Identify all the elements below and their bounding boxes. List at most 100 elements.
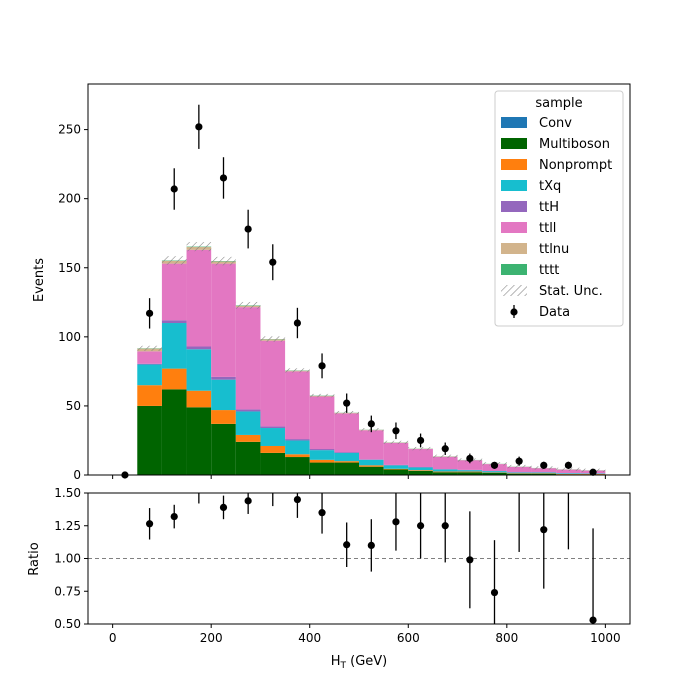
bar-txq [285,440,310,455]
legend-swatch-nonprompt [501,159,527,170]
legend-swatch-multiboson [501,138,527,149]
data-point [244,225,252,233]
bar-nonprompt [235,434,261,442]
legend-swatch-ttll [501,222,527,233]
data-point [219,174,228,182]
ratio-y-tick-label: 1.25 [54,519,81,533]
ratio-points [145,493,597,624]
bar-tth [235,409,261,412]
bar-ttll [457,460,483,470]
bar-ttll [383,442,409,465]
stat-unc-band [161,256,187,265]
legend: sample Conv Multiboson Nonprompt tXq ttH ttll… [494,90,624,327]
bar-tth [334,452,359,453]
bar-multiboson [309,462,335,475]
bar-txq [482,471,507,473]
bar-multiboson [260,452,286,475]
ratio-point [318,509,326,517]
stat-unc-band [260,336,286,342]
bar-txq [309,450,335,460]
data-point [515,457,523,465]
legend-swatch-tttt [501,264,527,275]
bar-nonprompt [186,390,212,408]
data-point [589,468,597,476]
ratio-plot-frame [87,492,631,625]
legend-swatch-tth [501,201,527,212]
bar-txq [408,467,433,471]
bar-tth [137,363,162,365]
stat-unc-band [285,368,310,373]
bar-multiboson [408,470,433,475]
bar-multiboson [457,472,483,475]
data-point [564,461,573,469]
ratio-point [490,588,499,597]
bar-txq [531,472,557,474]
bar-txq [161,323,187,369]
bar-ttll [408,449,433,467]
bar-ttll [359,430,384,460]
bar-multiboson [482,472,507,475]
legend-label: tttt [539,263,559,278]
bar-txq [556,473,581,474]
bar-multiboson [531,473,557,475]
bar-ttll [137,351,162,364]
bar-ttll [260,340,286,427]
stat-unc-band [408,446,433,451]
stat-unc-band [235,301,261,309]
ratio-y-tick-label: 1.00 [54,552,81,566]
bar-txq [137,364,162,386]
data-point [466,454,474,463]
bar-nonprompt [211,410,236,424]
stat-unc-band [186,242,212,252]
main-x-ticks [112,475,606,479]
data-point [318,362,326,370]
bar-nonprompt [408,470,433,471]
bar-nonprompt [309,459,335,463]
stat-unc-band [137,345,162,351]
ratio-point [145,520,154,528]
data-point [490,461,499,469]
ratio-point [244,497,252,505]
bar-ttll [506,466,532,473]
legend-label: Multiboson [539,137,610,152]
x-tick-label: 600 [397,631,420,645]
ratio-point [466,556,474,564]
data-point [145,309,154,317]
bar-multiboson [359,466,384,475]
bar-txq [211,379,236,411]
bar-txq [186,349,212,391]
bar-ttll [334,413,359,453]
y-tick-label: 0 [73,468,81,482]
ratio-point [416,522,425,530]
ratio-point [392,518,400,526]
bar-nonprompt [383,468,409,470]
main-y-axis-label: Events [32,258,47,302]
data-point [367,420,375,428]
bar-tth [186,346,212,350]
x-tick-label: 800 [495,631,518,645]
bar-multiboson [186,407,212,475]
legend-label: ttll [539,221,556,236]
bar-nonprompt [260,445,286,453]
data-point [195,123,203,131]
x-tick-label: 400 [298,631,321,645]
y-tick-label: 100 [58,330,81,344]
bar-multiboson [285,457,310,475]
bar-tth [285,439,310,441]
ratio-y-tick-label: 1.50 [54,486,81,500]
main-y-axis: 0 50 100 150 200 250 [58,123,88,482]
bar-txq [432,469,458,472]
ratio-x-axis: 0 200 400 600 800 1000 [109,624,621,645]
legend-title: sample [535,96,582,111]
ratio-point [170,512,178,521]
bar-multiboson [334,462,359,475]
bar-nonprompt [137,385,162,406]
data-points [121,104,597,479]
bar-txq [260,428,286,446]
y-tick-label: 200 [58,192,81,206]
main-plot-frame [87,83,631,476]
x-tick-label: 0 [109,631,117,645]
legend-label: tXq [539,179,561,194]
bar-multiboson [432,472,458,475]
bar-tth [359,459,384,460]
